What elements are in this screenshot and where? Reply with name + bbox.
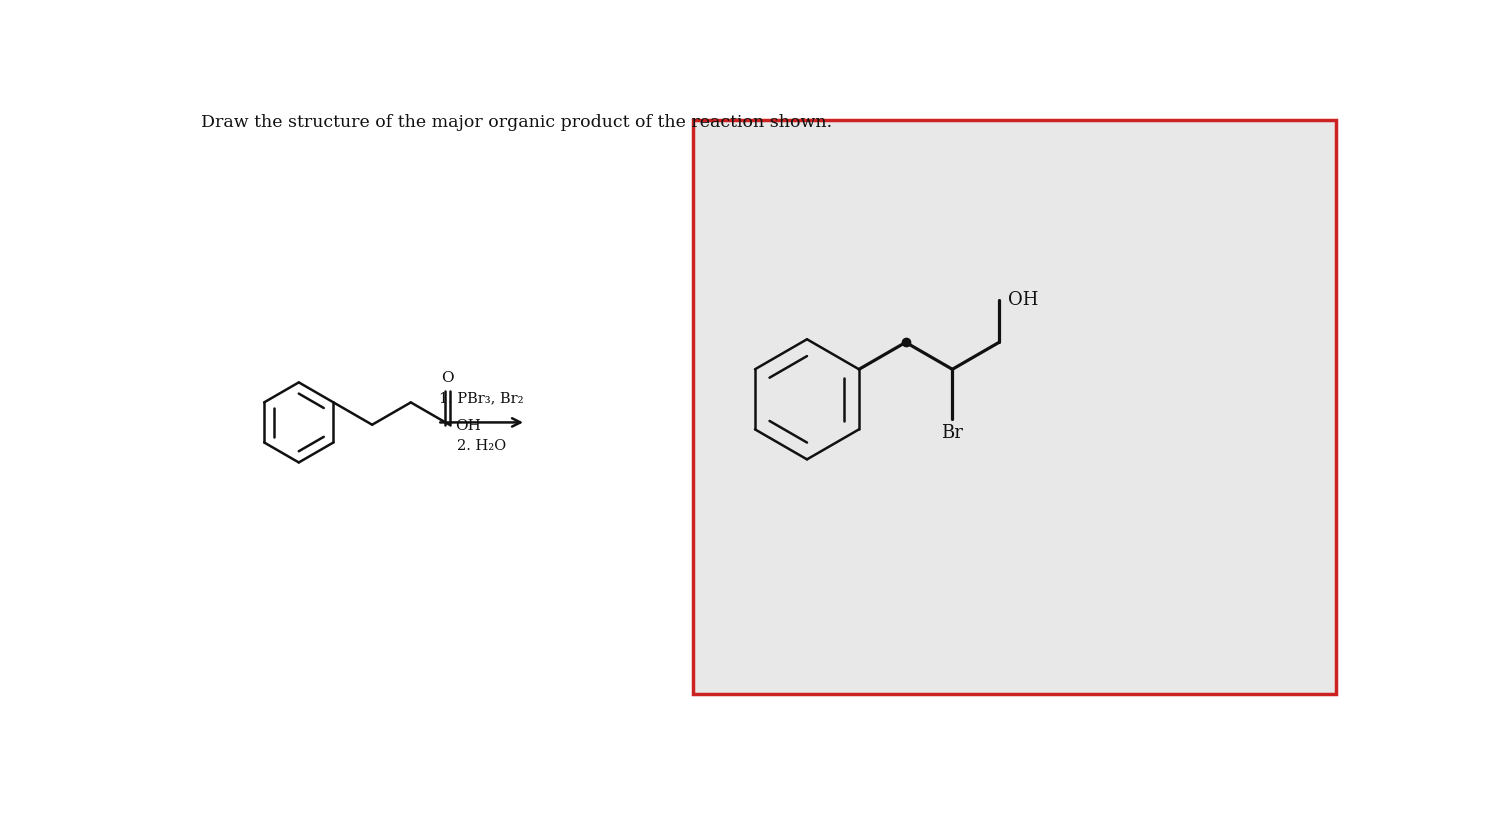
Text: 2. H₂O: 2. H₂O xyxy=(457,439,506,453)
Text: OH: OH xyxy=(455,419,481,433)
Text: 1. PBr₃, Br₂: 1. PBr₃, Br₂ xyxy=(439,391,524,406)
Text: O: O xyxy=(440,371,454,385)
Text: OH: OH xyxy=(1008,291,1038,309)
Text: Br: Br xyxy=(941,424,963,442)
Text: Draw the structure of the major organic product of the reaction shown.: Draw the structure of the major organic … xyxy=(201,115,831,132)
Bar xyxy=(692,120,1336,694)
